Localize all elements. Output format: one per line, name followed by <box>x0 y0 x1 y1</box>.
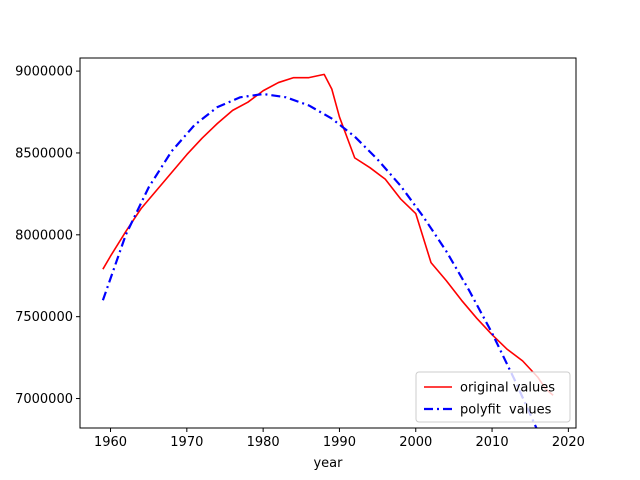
y-tick-label: 7000000 <box>15 392 73 407</box>
x-tick-label: 2010 <box>476 435 509 450</box>
x-tick-label: 2020 <box>552 435 585 450</box>
y-tick-label: 8500000 <box>15 146 73 161</box>
y-axis: 7000000 7500000 8000000 8500000 9000000 <box>15 65 80 407</box>
y-tick-label: 9000000 <box>15 65 73 80</box>
y-tick-label: 7500000 <box>15 310 73 325</box>
x-tick-label: 1980 <box>247 435 280 450</box>
legend-label: original values <box>460 381 555 396</box>
plot-frame <box>79 57 577 429</box>
x-tick-label: 1960 <box>94 435 127 450</box>
x-axis: 1960 1970 1980 1990 2000 2010 2020 <box>94 428 585 450</box>
legend: original values polyfit values <box>415 371 571 423</box>
x-tick-label: 1970 <box>170 435 203 450</box>
original-values-line <box>102 73 554 396</box>
x-tick-label: 2000 <box>399 435 432 450</box>
legend-label: polyfit values <box>460 403 552 418</box>
legend-box <box>415 371 571 423</box>
polyfit-values-line <box>101 92 538 428</box>
x-axis-label: year <box>313 456 343 471</box>
y-tick-label: 8000000 <box>15 228 73 243</box>
x-tick-label: 1990 <box>323 435 356 450</box>
series-layer <box>101 73 554 428</box>
